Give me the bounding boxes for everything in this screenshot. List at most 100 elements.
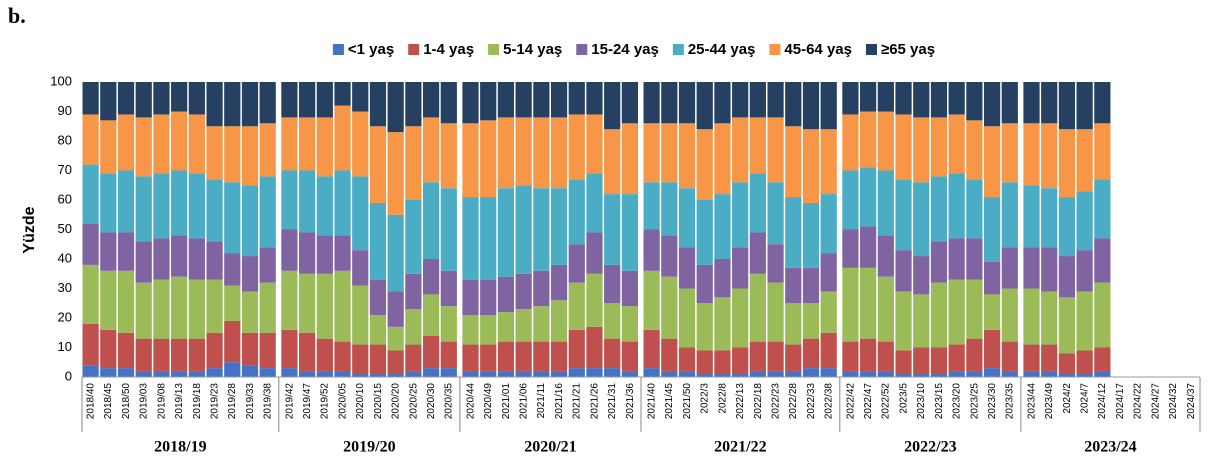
group-label: 2021/22 <box>714 439 766 456</box>
bar-segment <box>352 374 369 377</box>
bar-segment <box>550 371 568 377</box>
bar-segment <box>1058 297 1076 354</box>
bar-segment <box>802 267 820 304</box>
bar-segment <box>661 82 678 124</box>
bar-segment <box>767 117 784 183</box>
x-tick-label: 2020/35 <box>444 383 455 420</box>
bar-segment <box>913 117 930 183</box>
bar-segment <box>480 315 497 345</box>
bar-segment <box>281 229 298 271</box>
bar-segment <box>550 188 568 265</box>
bar-segment <box>860 267 877 339</box>
x-tick-label: 2023/15 <box>934 383 945 420</box>
bar-segment <box>117 170 135 233</box>
bar-segment <box>117 114 135 171</box>
bar-segment <box>316 117 333 177</box>
bar-segment <box>480 82 497 121</box>
x-tick-label: 2018/50 <box>121 383 132 420</box>
bar-segment <box>135 176 152 242</box>
bar-segment <box>749 232 766 274</box>
bar-segment <box>930 374 948 377</box>
bar-segment <box>206 179 223 242</box>
bar-segment <box>171 235 188 277</box>
x-tick-label: 2019/33 <box>245 383 256 420</box>
bar-segment <box>405 126 422 200</box>
bar-segment <box>387 82 404 133</box>
bar-segment <box>533 117 550 189</box>
bar-segment <box>480 120 497 198</box>
bar-segment <box>497 82 515 118</box>
bar-segment <box>241 256 259 292</box>
bar-segment <box>661 338 678 372</box>
bar-segment <box>241 126 259 186</box>
bar-segment <box>259 247 276 283</box>
bar-segment <box>749 273 766 342</box>
bar-segment <box>586 326 603 369</box>
bar-segment <box>860 371 877 377</box>
bar-segment <box>568 329 585 369</box>
bar-segment <box>930 282 948 348</box>
bar-segment <box>586 232 603 274</box>
legend-swatch <box>332 44 344 55</box>
bar-segment <box>405 82 422 127</box>
bar-segment <box>188 82 205 115</box>
bar-segment <box>767 282 784 342</box>
x-tick-label: 2018/45 <box>103 383 114 420</box>
bar-segment <box>785 197 802 268</box>
bar-segment <box>462 315 479 345</box>
bar-segment <box>100 173 117 233</box>
bar-segment <box>568 244 585 283</box>
bar-segment <box>497 188 515 277</box>
bar-segment <box>1001 247 1018 289</box>
group-label: 2022/23 <box>904 439 956 456</box>
bar-segment <box>767 82 784 118</box>
bar-segment <box>480 371 497 377</box>
bar-segment <box>117 232 135 271</box>
x-tick-label: 2022/8 <box>717 383 728 414</box>
y-tick-label: 20 <box>58 309 72 324</box>
x-tick-label: 2022/33 <box>806 383 817 420</box>
bar-segment <box>259 123 276 177</box>
bar-segment <box>1076 82 1093 130</box>
bar-segment <box>369 315 387 345</box>
x-tick-label: 2021/31 <box>607 383 618 420</box>
bar-segment <box>550 82 568 118</box>
bar-segment <box>820 129 837 195</box>
bar-segment <box>334 235 351 271</box>
x-tick-label: 2021/26 <box>589 383 600 420</box>
bar-segment <box>334 341 351 372</box>
bar-segment <box>188 338 205 372</box>
x-tick-label: 2024/2 <box>1062 383 1073 414</box>
bar-segment <box>316 273 333 339</box>
bar-segment <box>860 226 877 268</box>
bar-segment <box>948 344 965 372</box>
bar-segment <box>100 232 117 271</box>
bar-segment <box>334 270 351 342</box>
legend-label: 5-14 yaş <box>503 41 562 58</box>
bar-segment <box>678 82 696 124</box>
x-tick-label: 2023/5 <box>898 383 909 414</box>
bar-segment <box>352 111 369 177</box>
bar-segment <box>100 329 117 369</box>
bar-segment <box>983 126 1001 198</box>
bar-segment <box>621 123 638 195</box>
bar-segment <box>422 294 440 336</box>
bar-segment <box>842 371 859 377</box>
bar-segment <box>895 291 912 351</box>
bar-segment <box>206 241 223 280</box>
bar-segment <box>387 350 404 375</box>
bar-segment <box>515 82 532 118</box>
bar-segment <box>171 371 188 377</box>
bar-segment <box>515 117 532 186</box>
x-tick-label: 2019/03 <box>139 383 150 420</box>
y-tick-label: 60 <box>58 191 72 206</box>
x-tick-label: 2022/18 <box>753 383 764 420</box>
bar-segment <box>515 309 532 342</box>
bar-segment <box>966 238 983 280</box>
bar-segment <box>316 371 333 377</box>
x-tick-label: 2020/05 <box>337 383 348 420</box>
bar-segment <box>299 82 316 118</box>
x-tick-label: 2024/7 <box>1080 383 1091 414</box>
bar-segment <box>533 188 550 271</box>
bar-segment <box>334 82 351 106</box>
